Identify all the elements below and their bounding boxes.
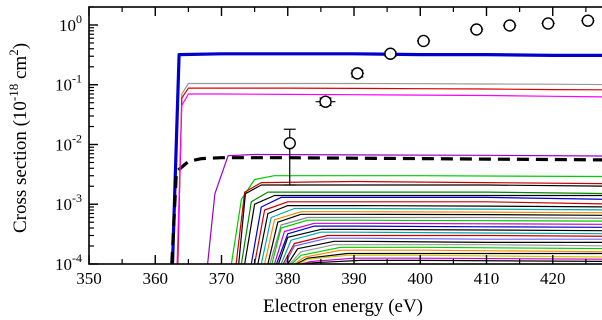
x-tick-label: 380 xyxy=(275,269,301,288)
series-line-31 xyxy=(298,254,602,264)
experimental-points xyxy=(283,14,595,186)
y-tick-exponent: -1 xyxy=(72,72,82,86)
series-line-4 xyxy=(177,87,602,264)
y-tick-base: 10 xyxy=(55,76,72,95)
y-tick-exponent: -4 xyxy=(72,251,82,265)
series-line-24 xyxy=(282,234,602,264)
series-line-12 xyxy=(250,196,602,264)
series-line-5 xyxy=(176,93,602,264)
exp-point-4 xyxy=(383,47,398,60)
series-line-27 xyxy=(289,244,602,264)
y-tick-base: 10 xyxy=(55,195,72,214)
exp-marker xyxy=(384,47,397,60)
y-axis-label-unit: cm xyxy=(10,56,31,84)
y-axis-label: Cross section (10-18 cm2) xyxy=(6,43,31,233)
series-line-26 xyxy=(287,240,602,264)
y-tick-label: 10-2 xyxy=(55,131,82,154)
series-line-1 xyxy=(170,52,602,264)
x-tick-label: 400 xyxy=(408,269,434,288)
series-line-16 xyxy=(264,211,602,264)
exp-point-8 xyxy=(541,17,555,30)
series-line-8 xyxy=(235,180,602,264)
exp-point-2 xyxy=(315,95,336,108)
y-axis-label-close: ) xyxy=(10,43,31,49)
y-tick-label: 100 xyxy=(59,12,82,35)
series-line-29 xyxy=(294,249,602,264)
y-axis-label-main: Cross section (10 xyxy=(10,101,31,233)
series-line-22 xyxy=(277,228,602,264)
series-line-14 xyxy=(257,205,602,264)
axes: 350 360 370 380 390 400 410 42010-410-310-210-1… xyxy=(55,6,587,288)
series-line-11 xyxy=(244,194,602,264)
x-tick-label: 370 xyxy=(209,269,235,288)
series-line-19 xyxy=(271,219,602,264)
series-line-17 xyxy=(267,213,602,264)
series-line-18 xyxy=(269,216,602,264)
exp-point-9 xyxy=(581,14,595,27)
exp-marker xyxy=(470,23,483,36)
series-line-10 xyxy=(240,191,602,264)
series-line-21 xyxy=(275,225,602,264)
x-tick-label: 350 xyxy=(76,269,102,288)
exp-marker xyxy=(581,14,595,27)
series-line-3 xyxy=(177,82,602,264)
series-line-23 xyxy=(280,231,602,264)
series-line-2 xyxy=(170,156,602,264)
plot-frame xyxy=(88,6,602,265)
y-tick-label: 10-3 xyxy=(55,191,82,214)
series-line-13 xyxy=(254,201,602,264)
exp-marker xyxy=(541,17,555,30)
series-line-15 xyxy=(260,207,602,264)
exp-point-3 xyxy=(350,67,364,80)
series-line-28 xyxy=(291,246,602,264)
y-tick-base: 10 xyxy=(55,255,72,274)
series-line-30 xyxy=(296,252,602,264)
y-axis-label-exp: -18 xyxy=(6,84,21,101)
series-line-25 xyxy=(284,237,602,264)
exp-marker xyxy=(417,34,430,48)
y-tick-base: 10 xyxy=(59,16,76,35)
exp-marker xyxy=(351,67,364,80)
x-axis-label: Electron energy (eV) xyxy=(263,296,423,317)
series-line-6 xyxy=(207,153,602,264)
y-tick-exponent: -2 xyxy=(72,131,82,145)
series-line-20 xyxy=(273,222,602,264)
y-tick-exponent: -3 xyxy=(72,191,82,205)
series-line-9 xyxy=(238,184,602,264)
exp-marker xyxy=(503,19,516,32)
x-tick-label: 420 xyxy=(540,269,566,288)
exp-point-7 xyxy=(503,19,517,32)
x-tick-label: 360 xyxy=(143,269,169,288)
y-tick-exponent: 0 xyxy=(76,12,82,26)
exp-point-5 xyxy=(416,34,431,48)
exp-marker xyxy=(319,95,332,108)
exp-point-6 xyxy=(469,23,484,36)
y-tick-base: 10 xyxy=(55,135,72,154)
y-tick-label: 10-1 xyxy=(55,72,82,95)
x-tick-label: 390 xyxy=(341,269,367,288)
theory-curves xyxy=(170,52,602,264)
exp-point-1 xyxy=(283,128,296,186)
y-tick-label: 10-4 xyxy=(55,251,82,274)
series-line-7 xyxy=(230,175,602,264)
y-axis-label-unit-exp: 2 xyxy=(6,49,21,56)
x-tick-label: 410 xyxy=(474,269,500,288)
exp-marker xyxy=(283,137,296,150)
